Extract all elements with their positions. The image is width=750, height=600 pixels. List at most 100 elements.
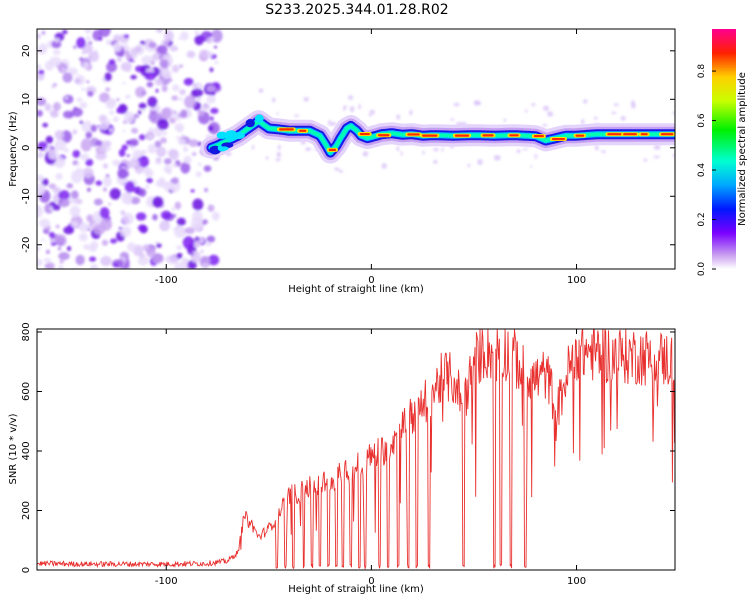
noise-blob bbox=[179, 226, 185, 232]
speckle-blob bbox=[613, 103, 619, 107]
noise-blob bbox=[171, 177, 179, 185]
snr-xlabel: Height of straight line (km) bbox=[288, 584, 424, 595]
speckle-blob bbox=[368, 114, 373, 117]
noise-blob bbox=[169, 78, 173, 82]
noise-blob bbox=[48, 231, 55, 238]
noise-blob bbox=[90, 263, 98, 269]
noise-blob bbox=[37, 174, 44, 183]
noise-blob bbox=[120, 62, 132, 72]
speckle-blob bbox=[581, 118, 585, 125]
noise-blob bbox=[167, 255, 179, 265]
noise-blob bbox=[86, 80, 90, 84]
noise-blob bbox=[192, 198, 204, 211]
noise-blob bbox=[195, 171, 202, 178]
noise-blob bbox=[181, 134, 185, 138]
noise-blob bbox=[198, 162, 202, 167]
noise-blob bbox=[210, 29, 223, 43]
noise-blob bbox=[206, 85, 216, 92]
noise-blob bbox=[209, 67, 214, 73]
noise-blob bbox=[155, 179, 167, 188]
noise-blob bbox=[62, 110, 74, 119]
speckle-blob bbox=[329, 122, 337, 126]
snr-ytick-label: 400 bbox=[21, 441, 32, 460]
noise-blob bbox=[44, 103, 52, 112]
noise-blob bbox=[196, 96, 202, 102]
snr-ytick-label: 800 bbox=[21, 322, 32, 341]
noise-blob bbox=[58, 200, 63, 204]
noise-blob bbox=[67, 67, 78, 76]
speckle-blob bbox=[433, 159, 438, 165]
noise-blob bbox=[183, 155, 192, 164]
noise-blob bbox=[159, 59, 169, 68]
noise-blob bbox=[85, 35, 91, 41]
noise-blob bbox=[147, 96, 158, 108]
speckle-blob bbox=[275, 158, 281, 162]
noise-blob bbox=[42, 122, 48, 128]
noise-blob bbox=[122, 212, 134, 225]
noise-blob bbox=[118, 148, 126, 157]
noise-blob bbox=[208, 125, 214, 131]
speckle-blob bbox=[293, 114, 300, 117]
noise-blob bbox=[180, 161, 191, 174]
speckle-blob bbox=[522, 148, 528, 151]
noise-blob bbox=[176, 217, 186, 226]
noise-blob bbox=[58, 252, 70, 261]
noise-blob bbox=[90, 124, 97, 133]
noise-blob bbox=[43, 257, 52, 264]
spectrogram-xtick-label: 0 bbox=[368, 275, 374, 286]
noise-blob bbox=[139, 40, 146, 45]
noise-blob bbox=[156, 243, 162, 248]
noise-blob bbox=[169, 45, 179, 52]
noise-blob bbox=[116, 56, 123, 62]
noise-blob bbox=[87, 90, 94, 97]
figure-title: S233.2025.344.01.28.R02 bbox=[265, 2, 448, 18]
speckle-blob bbox=[450, 118, 455, 121]
spectrogram-ytick-label: 0 bbox=[21, 145, 32, 151]
snr-ylabel: SNR (10 * v/v) bbox=[8, 413, 19, 484]
noise-blob bbox=[163, 40, 169, 46]
spectrogram-frame bbox=[36, 28, 676, 270]
speckle-blob bbox=[503, 118, 507, 123]
noise-blob bbox=[116, 97, 120, 102]
noise-blob bbox=[120, 210, 126, 216]
noise-blob bbox=[139, 253, 146, 258]
noise-blob bbox=[154, 140, 162, 148]
snr-ytick-label: 200 bbox=[21, 501, 32, 520]
noise-blob bbox=[168, 149, 180, 161]
noise-blob bbox=[207, 51, 213, 58]
onset-blob bbox=[218, 146, 229, 151]
noise-blob bbox=[37, 109, 43, 117]
ridge-hotspots bbox=[277, 127, 675, 152]
speckle-blob bbox=[441, 147, 444, 152]
snr-ytick-label: 600 bbox=[21, 382, 32, 401]
noise-blob bbox=[79, 153, 90, 161]
noise-blob bbox=[109, 127, 113, 133]
noise-blob bbox=[181, 257, 189, 267]
noise-blob bbox=[207, 204, 215, 212]
noise-blob bbox=[155, 158, 162, 165]
noise-blob bbox=[95, 151, 107, 161]
noise-blob bbox=[193, 240, 201, 248]
noise-blob bbox=[95, 180, 103, 186]
noise-blob bbox=[39, 218, 51, 228]
noise-blob bbox=[148, 112, 157, 122]
noise-blob bbox=[154, 79, 164, 86]
noise-blob bbox=[75, 163, 80, 167]
noise-blob bbox=[150, 60, 155, 66]
noise-blob bbox=[52, 186, 61, 194]
noise-blob bbox=[210, 116, 214, 121]
noise-blob bbox=[85, 158, 94, 167]
speckle-blob bbox=[303, 96, 309, 102]
speckle-blob bbox=[631, 99, 635, 106]
spectrogram-heatmap bbox=[37, 29, 675, 269]
noise-blob bbox=[38, 69, 45, 75]
spectrogram-ylabel: Frequency (Hz) bbox=[8, 111, 19, 187]
noise-blob bbox=[85, 131, 93, 139]
spectrogram-xtick-label: 100 bbox=[567, 275, 586, 286]
noise-blob bbox=[105, 98, 116, 110]
noise-blob bbox=[148, 134, 153, 139]
noise-blob bbox=[98, 37, 103, 41]
noise-blob bbox=[143, 166, 151, 174]
